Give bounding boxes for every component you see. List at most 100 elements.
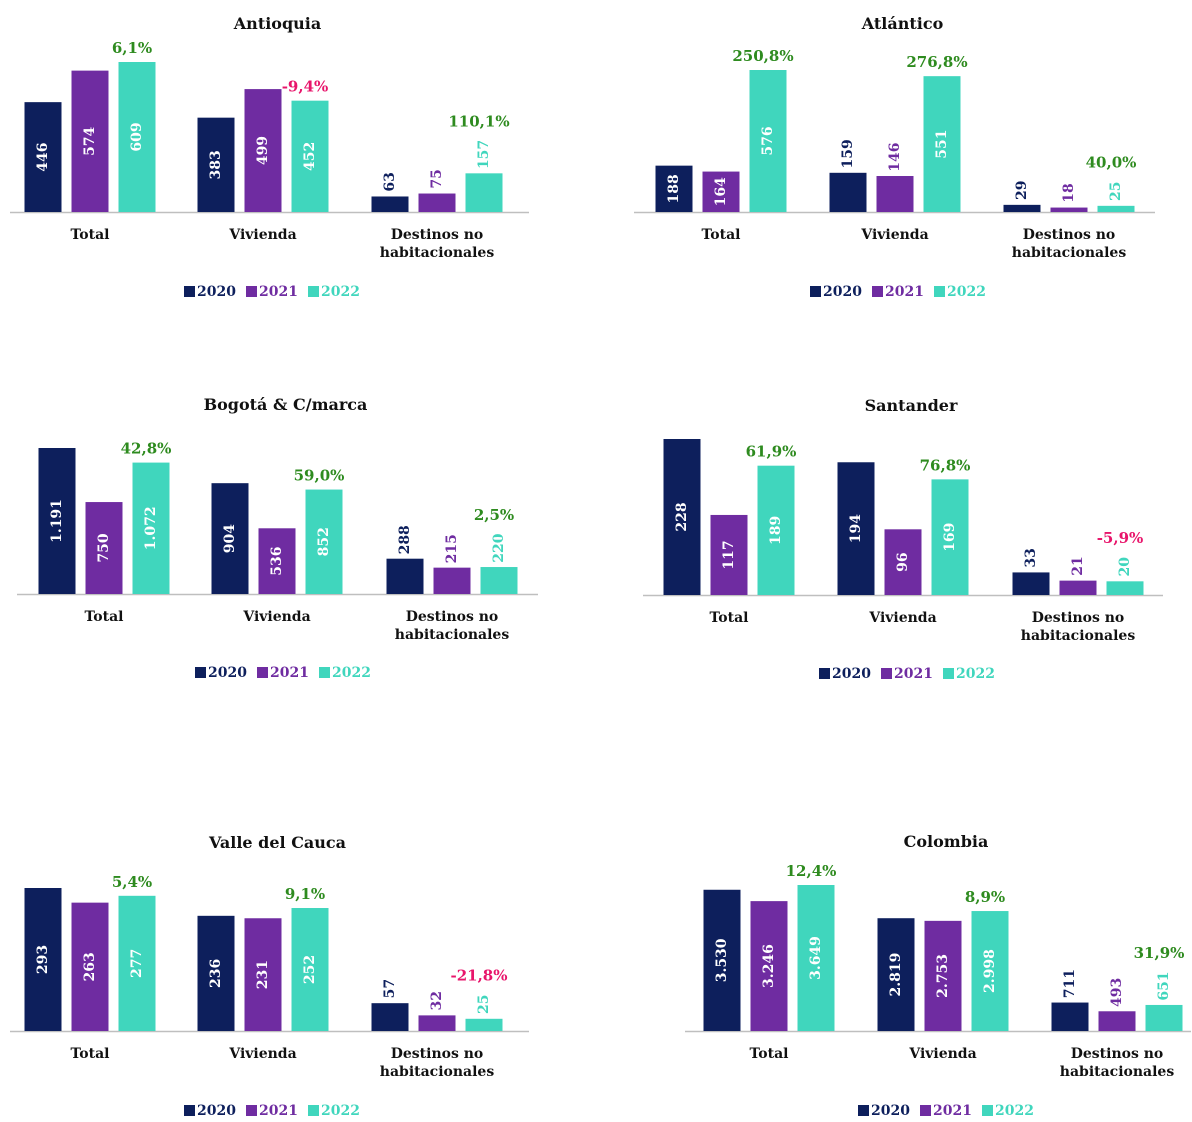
change-label-0: 6,1%: [112, 39, 152, 57]
legend-swatch-2021: [920, 1105, 931, 1116]
data-label-2022-0: 1.072: [143, 506, 159, 550]
chart-panel-3: Santander 228 117 189 61,9% Total 194 96 169 76,8…: [643, 396, 1163, 682]
data-label-2021-2: 21: [1070, 556, 1086, 575]
category-label-2: habitacionales: [1021, 628, 1136, 644]
bar-2021-0: [750, 901, 788, 1031]
bar-2020-2: [371, 1003, 409, 1031]
bar-2021-1: [244, 89, 282, 212]
category-label-1: Vivienda: [868, 610, 936, 626]
bar-2022-2: [1145, 1004, 1183, 1031]
bar-2022-1: [305, 489, 343, 594]
bar-2020-0: [24, 102, 62, 212]
bar-2021-0: [71, 902, 109, 1031]
legend-label-2020: 2020: [208, 665, 247, 681]
change-label-2: -5,9%: [1097, 529, 1144, 547]
data-label-2021-2: 75: [429, 169, 445, 188]
legend-label-2020: 2020: [197, 284, 236, 300]
bar-2022-2: [1106, 581, 1144, 595]
category-label-2: habitacionales: [380, 1064, 495, 1080]
bar-2021-1: [924, 920, 962, 1031]
change-label-1: 59,0%: [294, 467, 345, 485]
bar-2021-1: [884, 529, 922, 595]
data-label-2020-1: 236: [208, 959, 224, 988]
data-label-2020-0: 228: [674, 502, 690, 531]
chart-panel-4: Valle del Cauca 293 263 277 5,4% Total 236 231 2…: [10, 833, 529, 1119]
legend-swatch-2022: [308, 1105, 319, 1116]
legend-label-2021: 2021: [259, 1103, 298, 1119]
bar-2020-1: [829, 172, 867, 212]
legend-swatch-2022: [319, 667, 330, 678]
change-label-0: 42,8%: [121, 440, 172, 458]
legend-label-2022: 2022: [321, 1103, 360, 1119]
category-label-0: Total: [70, 1046, 109, 1062]
data-label-2021-2: 493: [1109, 978, 1125, 1007]
data-label-2021-0: 3.246: [761, 944, 777, 988]
data-label-2021-1: 536: [269, 547, 285, 576]
category-label-2: Destinos no: [1032, 610, 1125, 626]
bar-2021-1: [258, 528, 296, 594]
change-label-1: 76,8%: [920, 456, 971, 474]
data-label-2021-0: 750: [96, 533, 112, 562]
chart-title: Antioquia: [233, 14, 321, 33]
data-label-2022-0: 277: [129, 949, 145, 978]
change-label-2: 2,5%: [474, 506, 514, 524]
legend-swatch-2022: [308, 286, 319, 297]
bar-2022-1: [291, 908, 329, 1031]
change-label-2: 40,0%: [1086, 154, 1137, 172]
bar-2021-0: [71, 70, 109, 212]
data-label-2020-1: 904: [222, 524, 238, 553]
data-label-2020-0: 3.530: [714, 938, 730, 982]
data-label-2021-1: 96: [895, 552, 911, 571]
category-label-2: habitacionales: [1012, 245, 1127, 261]
data-label-2020-2: 57: [382, 979, 398, 998]
bar-2020-1: [211, 483, 249, 594]
data-label-2022-1: 452: [302, 142, 318, 171]
legend-swatch-2020: [184, 1105, 195, 1116]
bar-2020-0: [38, 448, 76, 594]
bar-2022-1: [931, 479, 969, 595]
bar-2022-0: [132, 462, 170, 594]
change-label-0: 61,9%: [746, 443, 797, 461]
bar-2022-2: [480, 567, 518, 594]
legend-label-2022: 2022: [321, 284, 360, 300]
legend-swatch-2020: [858, 1105, 869, 1116]
category-label-1: Vivienda: [860, 227, 928, 243]
data-label-2021-0: 263: [82, 952, 98, 981]
legend-swatch-2020: [195, 667, 206, 678]
category-label-2: habitacionales: [395, 627, 510, 643]
legend-swatch-2020: [819, 668, 830, 679]
data-label-2020-0: 293: [35, 945, 51, 974]
legend-swatch-2022: [982, 1105, 993, 1116]
category-label-0: Total: [749, 1046, 788, 1062]
category-label-1: Vivienda: [242, 609, 310, 625]
data-label-2022-2: 20: [1117, 557, 1133, 577]
bar-2020-2: [1051, 1002, 1089, 1031]
legend-swatch-2021: [872, 286, 883, 297]
data-label-2020-1: 383: [208, 150, 224, 179]
data-label-2021-1: 146: [887, 142, 903, 171]
data-label-2022-0: 576: [760, 126, 776, 155]
bar-2021-2: [1098, 1011, 1136, 1031]
bar-2020-2: [1012, 572, 1050, 595]
bar-2020-2: [1003, 204, 1041, 212]
chart-title: Santander: [865, 396, 958, 415]
bar-2020-2: [371, 196, 409, 212]
data-label-2020-1: 2.819: [888, 953, 904, 997]
data-label-2020-1: 159: [840, 139, 856, 168]
bar-2022-0: [749, 70, 787, 212]
category-label-0: Total: [709, 610, 748, 626]
category-label-0: Total: [84, 609, 123, 625]
data-label-2020-2: 29: [1014, 181, 1030, 200]
data-label-2022-1: 169: [942, 523, 958, 552]
legend-label-2022: 2022: [332, 665, 371, 681]
bar-2020-0: [24, 888, 62, 1031]
change-label-0: 250,8%: [732, 47, 793, 65]
data-label-2020-0: 446: [35, 142, 51, 171]
category-label-0: Total: [701, 227, 740, 243]
change-label-1: 9,1%: [285, 885, 325, 903]
data-label-2022-0: 609: [129, 122, 145, 151]
category-label-1: Vivienda: [908, 1046, 976, 1062]
legend-label-2020: 2020: [832, 666, 871, 682]
chart-title: Bogotá & C/marca: [204, 395, 368, 414]
